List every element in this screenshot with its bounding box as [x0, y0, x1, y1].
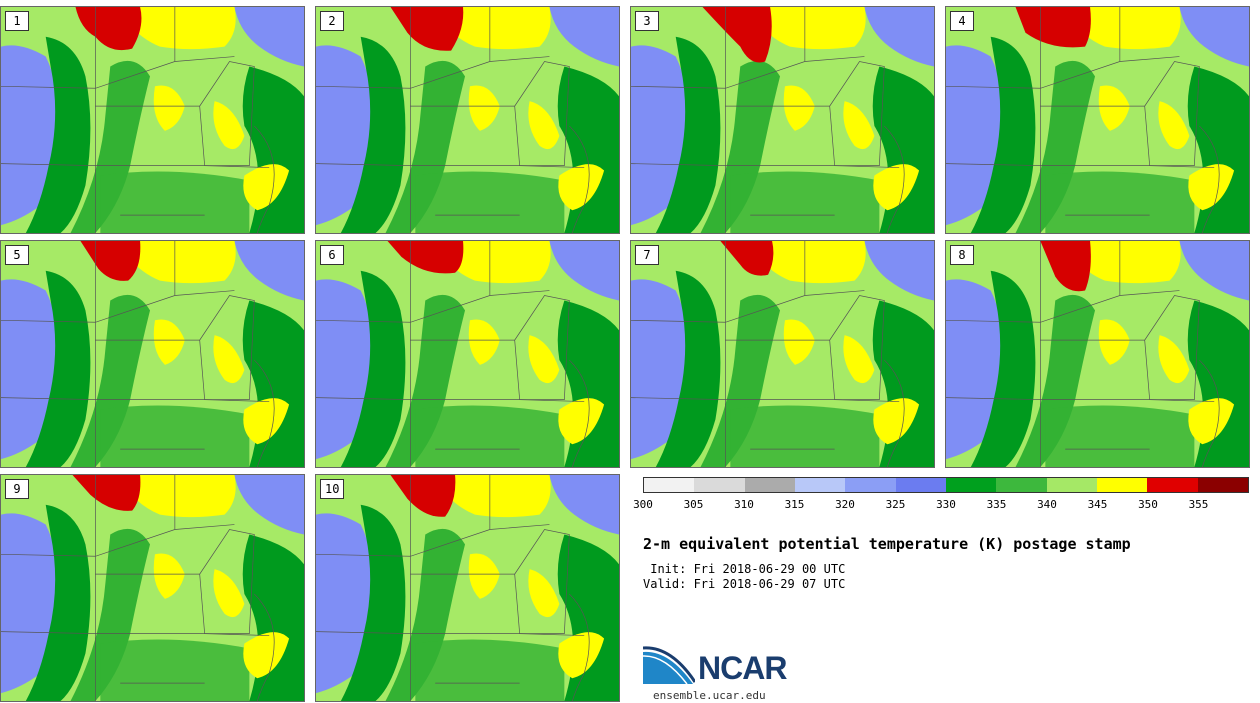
theta-e-map	[631, 241, 934, 467]
colorbar	[643, 477, 1249, 493]
member-number-label: 2	[320, 11, 344, 31]
member-panel: 6	[315, 240, 620, 468]
ncar-wordmark: NCAR	[698, 650, 787, 686]
theta-e-map	[1, 7, 304, 233]
member-number-label: 6	[320, 245, 344, 265]
colorbar-tick-label: 310	[734, 498, 754, 511]
member-number-label: 5	[5, 245, 29, 265]
colorbar-tick-label: 320	[835, 498, 855, 511]
member-number-label: 8	[950, 245, 974, 265]
theta-e-map	[316, 475, 619, 701]
colorbar-tick-label: 355	[1188, 498, 1209, 511]
member-number-label: 10	[320, 479, 345, 499]
colorbar-swatch	[1197, 478, 1248, 492]
member-panel: 9	[0, 474, 305, 702]
colorbar-tick-labels: 300 305 310 315 320 325 330 335 340 345 350 355	[633, 498, 1249, 514]
member-panel: 1	[0, 6, 305, 234]
colorbar-tick-label: 315	[784, 498, 805, 511]
member-number-label: 7	[635, 245, 659, 265]
colorbar-tick-label: 325	[885, 498, 906, 511]
member-number-label: 1	[5, 11, 29, 31]
valid-time: Valid: Fri 2018-06-29 07 UTC	[643, 577, 846, 591]
colorbar-swatch	[1147, 478, 1198, 492]
member-number-label: 9	[5, 479, 29, 499]
theta-e-map	[316, 241, 619, 467]
member-panel: 10	[315, 474, 620, 702]
member-panel: 3	[630, 6, 935, 234]
colorbar-swatch	[1096, 478, 1148, 492]
colorbar-tick-label: 300	[633, 498, 653, 511]
member-number-label: 4	[950, 11, 974, 31]
member-panel: 4	[945, 6, 1250, 234]
member-panel: 7	[630, 240, 935, 468]
colorbar-tick-label: 330	[936, 498, 956, 511]
colorbar-swatch	[744, 478, 795, 492]
colorbar-swatch	[694, 478, 745, 492]
colorbar-tick-label: 335	[986, 498, 1007, 511]
member-panel: 8	[945, 240, 1250, 468]
theta-e-map	[631, 7, 934, 233]
colorbar-tick-label: 305	[683, 498, 704, 511]
theta-e-map	[946, 241, 1249, 467]
site-url: ensemble.ucar.edu	[653, 689, 766, 702]
colorbar-swatch	[895, 478, 946, 492]
init-time: Init: Fri 2018-06-29 00 UTC	[643, 562, 846, 576]
theta-e-map	[946, 7, 1249, 233]
product-title: 2-m equivalent potential temperature (K)…	[643, 535, 1131, 553]
member-panel: 5	[0, 240, 305, 468]
ncar-swoosh-icon	[643, 646, 695, 685]
colorbar-swatch	[845, 478, 896, 492]
ncar-logo: NCAR	[643, 646, 793, 690]
colorbar-tick-label: 350	[1138, 498, 1158, 511]
theta-e-map	[316, 7, 619, 233]
colorbar-swatch	[794, 478, 846, 492]
member-number-label: 3	[635, 11, 659, 31]
theta-e-map	[1, 241, 304, 467]
colorbar-swatch	[945, 478, 997, 492]
theta-e-map	[1, 475, 304, 701]
colorbar-swatch	[996, 478, 1047, 492]
colorbar-swatch	[644, 478, 695, 492]
colorbar-tick-label: 340	[1037, 498, 1057, 511]
colorbar-tick-label: 345	[1087, 498, 1108, 511]
member-panel: 2	[315, 6, 620, 234]
colorbar-swatch	[1046, 478, 1097, 492]
